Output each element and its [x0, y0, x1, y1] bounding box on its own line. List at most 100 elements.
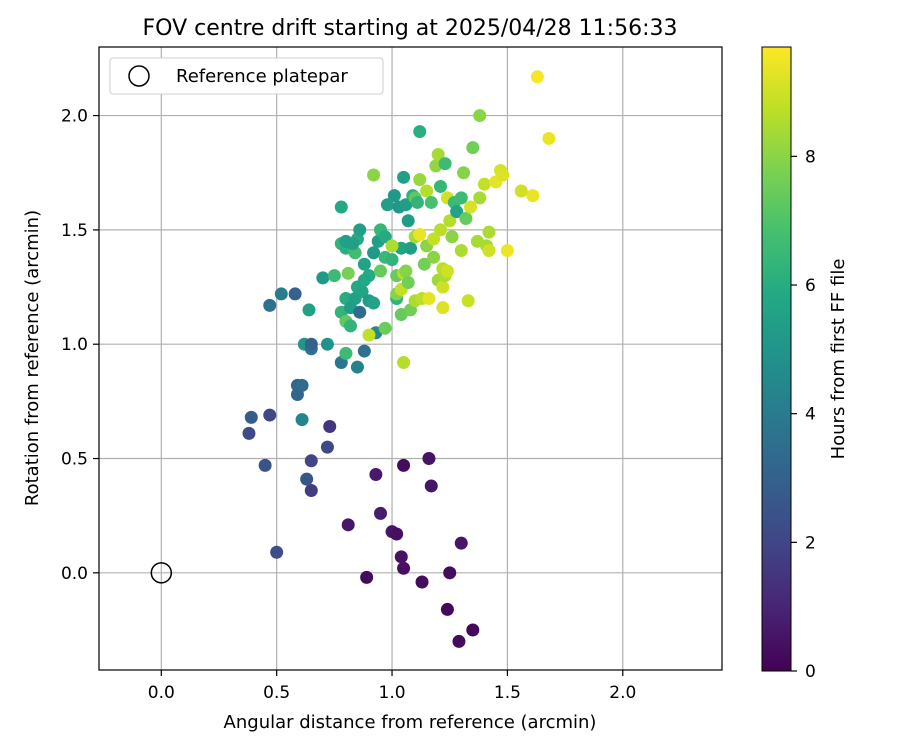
data-point [530, 70, 544, 84]
data-point [320, 440, 334, 454]
data-point [427, 232, 441, 246]
data-point [242, 426, 256, 440]
data-point [454, 536, 468, 550]
y-tick-label: 1.0 [61, 335, 88, 355]
data-point [443, 566, 457, 580]
data-point [466, 141, 480, 155]
data-point [304, 337, 318, 351]
data-point [390, 527, 404, 541]
data-point [433, 179, 447, 193]
legend: Reference platepar [109, 57, 384, 95]
data-point [440, 264, 454, 278]
colorbar-tick-label: 2 [805, 533, 816, 553]
data-point [397, 561, 411, 575]
data-point [436, 280, 450, 294]
data-point [461, 294, 475, 308]
data-point [327, 269, 341, 283]
y-tick-label: 0.5 [61, 450, 88, 470]
data-point [357, 344, 371, 358]
data-point [362, 328, 376, 342]
data-point [397, 356, 411, 370]
data-point [385, 239, 399, 253]
data-point [542, 131, 556, 145]
data-point [295, 413, 309, 427]
data-point [357, 257, 371, 271]
data-point [450, 205, 464, 219]
data-point [385, 253, 399, 267]
data-point [378, 230, 392, 244]
data-point [457, 166, 471, 180]
colorbar-label: Hours from first FF file [828, 259, 849, 460]
data-point [397, 170, 411, 184]
data-point [454, 243, 468, 257]
colorbar-ticks: 0 2 4 6 8 [791, 147, 816, 682]
data-point [420, 184, 434, 198]
colorbar: 0 2 4 6 8 Hours from first FF file [761, 46, 849, 682]
data-point [263, 298, 277, 312]
data-point [369, 468, 383, 482]
reference-point-layer [150, 562, 173, 584]
data-point [440, 602, 454, 616]
data-point [387, 189, 401, 203]
data-point [263, 408, 277, 422]
data-point [300, 472, 314, 486]
data-point [357, 273, 371, 287]
data-point [443, 214, 457, 228]
grid-lines [99, 47, 722, 670]
data-point [323, 420, 337, 434]
y-tick-label: 0.0 [61, 564, 88, 584]
legend-entry-reference-platepar: Reference platepar [176, 66, 348, 87]
data-point [482, 225, 496, 239]
data-point [404, 241, 417, 255]
colorbar-tick-label: 0 [805, 662, 816, 682]
data-point [374, 264, 388, 278]
data-point [346, 237, 360, 251]
x-tick-label: 1.5 [494, 683, 521, 703]
x-tick-label: 0.0 [148, 683, 175, 703]
y-axis-label: Rotation from reference (arcmin) [22, 210, 43, 506]
data-point [413, 173, 427, 187]
plot-frame [98, 46, 723, 671]
data-point [514, 184, 528, 198]
y-axis-ticks: 0.0 0.5 1.0 1.5 2.0 [61, 107, 99, 584]
data-point [399, 198, 413, 212]
data-point [344, 319, 358, 333]
data-point [436, 301, 450, 315]
data-point [445, 230, 459, 244]
data-point [258, 458, 272, 472]
legend-marker-open-circle [128, 65, 150, 87]
data-point [424, 479, 438, 493]
data-point [459, 211, 473, 225]
data-point [378, 321, 392, 335]
data-point [401, 275, 415, 289]
data-point [413, 227, 427, 241]
x-axis-ticks: 0.0 0.5 1.0 1.5 2.0 [148, 670, 636, 703]
data-point [367, 296, 381, 310]
data-point [477, 177, 491, 191]
data-point [422, 452, 436, 466]
data-point [422, 291, 436, 305]
data-point [496, 168, 510, 182]
data-point [367, 168, 381, 182]
data-point [353, 305, 367, 319]
data-point [304, 454, 318, 468]
colorbar-tick-label: 6 [805, 276, 816, 296]
data-point [415, 575, 429, 589]
data-point [438, 157, 452, 171]
data-point [380, 198, 394, 212]
data-point [304, 484, 318, 498]
data-point [353, 223, 367, 237]
data-point [526, 189, 540, 203]
data-point [288, 287, 302, 301]
x-tick-label: 2.0 [609, 683, 636, 703]
data-point [397, 458, 411, 472]
data-point [466, 623, 480, 637]
data-point [452, 634, 466, 648]
x-axis-label: Angular distance from reference (arcmin) [224, 712, 597, 733]
data-point [463, 200, 477, 214]
data-point [274, 287, 288, 301]
data-point [341, 266, 355, 280]
data-point [360, 570, 374, 584]
data-point [410, 195, 424, 209]
